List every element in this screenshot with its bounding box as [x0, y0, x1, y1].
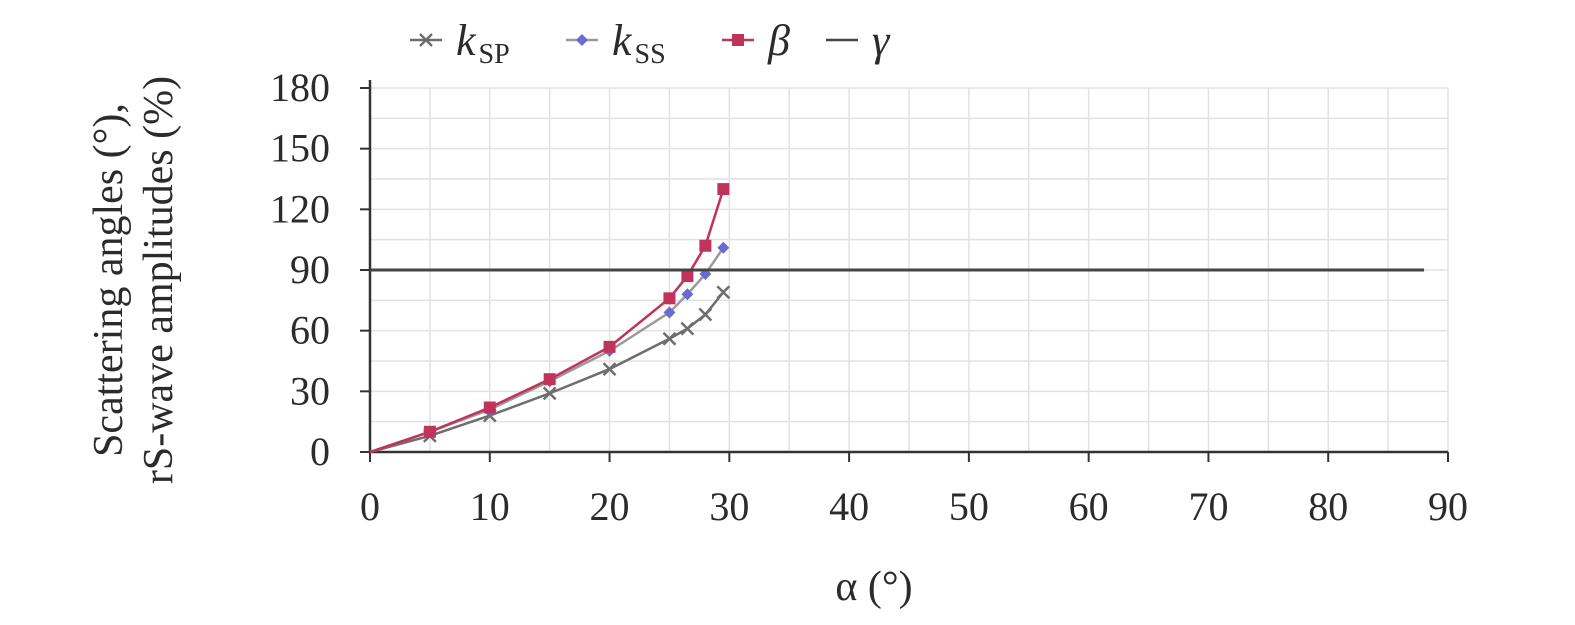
legend-label-0: k SP — [456, 16, 510, 70]
series-2-point — [423, 425, 436, 438]
series-2-point — [663, 292, 676, 305]
x-tick-label: 50 — [949, 484, 989, 529]
series-2-point — [483, 401, 496, 414]
series-2-point — [681, 270, 694, 283]
legend-label-main: γ — [872, 16, 891, 65]
series-2-point — [699, 239, 712, 252]
y-axis-title-line: Scattering angles (°), — [86, 103, 132, 457]
series-1-point — [681, 288, 694, 301]
series-2-point — [717, 183, 730, 196]
series-0-point — [662, 331, 677, 346]
x-tick-label: 80 — [1308, 484, 1348, 529]
legend-label-subscript: SP — [479, 39, 510, 70]
x-tick-label: 20 — [590, 484, 630, 529]
y-tick-label: 30 — [290, 368, 330, 413]
series-0-point — [542, 386, 557, 401]
x-tick-label: 10 — [470, 484, 510, 529]
x-tick-label: 60 — [1069, 484, 1109, 529]
series-1-point — [717, 241, 730, 254]
axes-layer — [360, 80, 1449, 462]
y-tick-label: 180 — [270, 65, 330, 110]
x-tick-label: 90 — [1428, 484, 1468, 529]
series-1-point — [663, 306, 676, 319]
legend-label-3: γ — [872, 16, 891, 65]
series-0-point — [602, 362, 617, 376]
x-tick-label: 40 — [829, 484, 869, 529]
y-tick-label: 120 — [270, 186, 330, 231]
y-axis-title-line: rS-wave amplitudes (%) — [136, 76, 182, 484]
series-line-2 — [369, 188, 725, 454]
x-axis-title: α (°) — [835, 564, 912, 610]
legend-label-main: k — [612, 16, 633, 65]
series-2-point — [543, 373, 556, 386]
x-tick-label: 70 — [1188, 484, 1228, 529]
legend-swatch-marker-0 — [419, 33, 433, 47]
series-layer — [369, 183, 1425, 454]
legend-label-subscript: SS — [635, 39, 666, 70]
y-tick-label: 0 — [310, 429, 330, 474]
legend-label-2: β — [767, 16, 790, 65]
series-0-point — [698, 307, 713, 322]
legend-swatch-marker-1 — [576, 34, 588, 46]
series-2-point — [603, 340, 616, 353]
legend-swatch-marker-2 — [732, 34, 744, 46]
legend-label-1: k SS — [612, 16, 666, 70]
legend-label-main: β — [767, 16, 790, 65]
series-0-point — [680, 321, 695, 336]
labels-layer: 0 30 60 90 120 150 180 0 10 20 30 40 50 60 70 80 90 α (°)… — [86, 65, 1468, 610]
y-tick-label: 150 — [270, 126, 330, 171]
series-0-point — [716, 285, 731, 300]
y-tick-label: 90 — [290, 247, 330, 292]
x-tick-label: 0 — [360, 484, 380, 529]
x-tick-label: 30 — [709, 484, 749, 529]
legend-layer: k SP k SS β γ — [410, 16, 891, 70]
y-tick-label: 60 — [290, 308, 330, 353]
legend-label-main: k — [456, 16, 477, 65]
